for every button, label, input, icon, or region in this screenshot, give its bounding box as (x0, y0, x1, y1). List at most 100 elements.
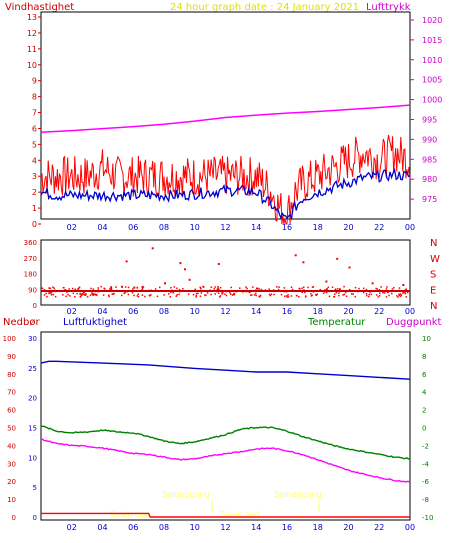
p1-x-tick-5: 12 (220, 223, 230, 232)
wind-dir-point (311, 294, 313, 297)
temperature-label: Temperatur (307, 317, 366, 328)
wind-dir-point (113, 292, 115, 295)
wind-dir-point (338, 294, 340, 297)
p1-right-tick-9: 1020 (422, 16, 442, 25)
wind-dir-point (84, 293, 87, 295)
p3-x-tick-5: 12 (220, 523, 230, 532)
wind-dir-point (97, 287, 99, 289)
wind-dir-point (328, 295, 331, 298)
wind-dir-point (352, 293, 354, 295)
wind-dir-point (92, 293, 95, 295)
p1-left-tick-13: 13 (27, 13, 37, 22)
wind-dir-point (199, 295, 202, 297)
wind-dir-point (284, 295, 286, 297)
wind-dir-point (252, 286, 254, 288)
wind-dir-point (48, 292, 50, 295)
wind-dir-point (286, 295, 288, 297)
wind-dir-point (399, 295, 402, 297)
p3-x-tick-3: 08 (159, 523, 169, 532)
wind-dir-point (175, 295, 177, 297)
wind-dir-point-9 (151, 247, 154, 250)
p3-x-tick-9: 20 (343, 523, 353, 532)
wind-dir-point (54, 295, 57, 298)
wind-dir-point (170, 291, 172, 294)
p3-rain-tick-4: 40 (7, 442, 16, 450)
wind-dir-point (133, 294, 135, 297)
p2-x-tick-9: 20 (343, 307, 353, 316)
p1-left-tick-0: 0 (32, 220, 37, 229)
wind-dir-point (378, 295, 381, 297)
wind-dir-point (213, 288, 215, 290)
wind-dir-point (398, 293, 400, 296)
p3-x-tick-11: 00 (405, 523, 415, 532)
wind-dir-point (182, 288, 184, 290)
wind-dir-point (290, 286, 293, 288)
wind-dir-point (312, 286, 315, 288)
wind-dir-point (43, 289, 46, 291)
wind-dir-point (97, 289, 99, 291)
wind-dir-point (194, 288, 196, 291)
wind-dir-point (291, 288, 294, 291)
wind-dir-point (46, 295, 48, 298)
wind-dir-point (365, 293, 368, 295)
wind-dir-point (131, 291, 134, 294)
wind-dir-point (91, 292, 93, 294)
wind-dir-point-26 (402, 284, 405, 286)
p1-left-tick-6: 6 (32, 124, 37, 133)
wind-dir-point-6 (125, 260, 128, 263)
wind-dir-point (270, 293, 273, 296)
panel1-chart: 0123456789101112139759809859909951000100… (27, 13, 443, 232)
wind-dir-point (91, 293, 94, 295)
wind-dir-point (259, 296, 261, 298)
wind-dir-point (76, 292, 78, 295)
p3-x-tick-1: 04 (97, 523, 107, 532)
wind-dir-point (287, 296, 290, 298)
wind-dir-point (83, 293, 85, 296)
wind-dir-point (65, 295, 67, 298)
wind-dir-point (269, 294, 272, 297)
wind-dir-point (141, 294, 144, 296)
wind-dir-point (391, 288, 394, 290)
wind-dir-point (268, 288, 270, 290)
wind-dir-point (109, 288, 111, 290)
wind-dir-point (214, 286, 216, 288)
wind-dir-point (45, 292, 47, 295)
p1-left-tick-11: 11 (27, 45, 37, 54)
wind-dir-point (365, 288, 368, 291)
panel3-chart: 0102030405060708090100051015202530-10-8-… (3, 335, 434, 532)
wind-dir-point-11 (179, 262, 182, 265)
p3-temp-tick-7: 4 (422, 389, 427, 397)
wind-dir-point (218, 296, 221, 298)
wind-dir-point-5 (121, 285, 123, 288)
p3-hum-tick-2: 10 (28, 454, 37, 462)
wind-dir-point (245, 286, 247, 288)
wind-dir-point (334, 293, 336, 295)
wind-dir-point (50, 294, 53, 296)
wind-dir-point (159, 286, 161, 289)
wind-dir-point (398, 294, 400, 297)
p2-left-tick-8: 360 (24, 239, 37, 247)
wind-dir-point (393, 287, 395, 289)
wind-dir-point (345, 295, 348, 297)
wind-dir-point (322, 292, 325, 295)
p3-temp-tick-8: 6 (422, 371, 427, 379)
p3-x-tick-4: 10 (190, 523, 200, 532)
wind-dir-point (136, 286, 139, 289)
p3-x-tick-6: 14 (251, 523, 261, 532)
wind-dir-point (206, 292, 209, 294)
p1-x-tick-4: 10 (190, 223, 200, 232)
wind-dir-point (400, 294, 403, 296)
wind-dir-point (260, 288, 263, 291)
wind-dir-point (406, 291, 409, 294)
wind-dir-point (334, 288, 337, 290)
wind-dir-point (200, 288, 202, 290)
sun-label-solnedgang: Solnedgang (274, 490, 321, 499)
wind-dir-point (123, 292, 125, 295)
wind-dir-point (333, 296, 336, 298)
wind-dir-point (176, 294, 178, 296)
p3-hum-tick-0: 0 (33, 514, 37, 522)
p2-left-tick-4: 180 (24, 271, 37, 279)
wind-dir-point (141, 287, 144, 290)
wind-dir-point (124, 286, 127, 288)
wind-dir-point (366, 294, 368, 297)
